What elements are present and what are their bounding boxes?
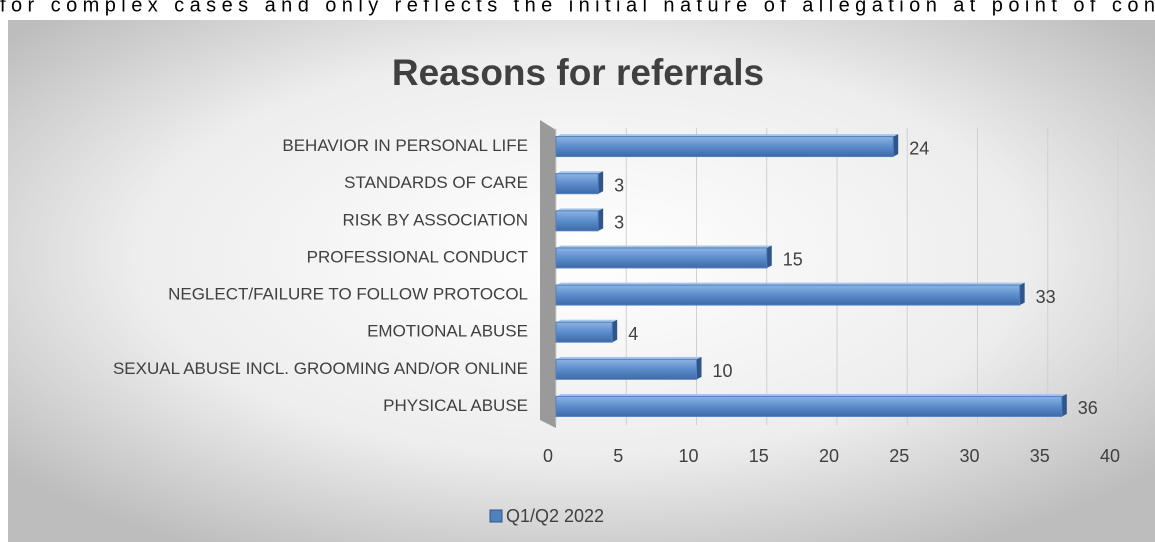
data-label: 10: [713, 361, 733, 381]
bar-top: [556, 393, 1067, 397]
bar-top: [556, 171, 604, 174]
bar-end: [598, 208, 604, 231]
document-text: for complex cases and only reflects the …: [0, 0, 1155, 16]
bar-end: [766, 245, 772, 268]
y-tick-label: EMOTIONAL ABUSE: [367, 322, 528, 341]
chart-title: Reasons for referrals: [392, 52, 764, 93]
bar-top: [556, 134, 899, 137]
legend-swatch: [489, 509, 503, 523]
y-tick-label: PROFESSIONAL CONDUCT: [307, 247, 528, 266]
bar: [555, 173, 599, 195]
y-tick-label: STANDARDS OF CARE: [344, 173, 528, 192]
axis-wall: [540, 120, 556, 428]
x-tick-label: 15: [749, 446, 769, 466]
y-tick-label: RISK BY ASSOCIATION: [343, 210, 528, 229]
x-tick-label: 25: [889, 446, 909, 466]
bar: [555, 358, 697, 380]
x-tick-label: 40: [1100, 446, 1120, 466]
bar-end: [1061, 393, 1067, 417]
y-tick-label: NEGLECT/FAILURE TO FOLLOW PROTOCOL: [168, 285, 528, 304]
bar: [555, 210, 599, 232]
bar-top: [556, 208, 604, 211]
bar-top: [556, 245, 772, 248]
bar: [555, 321, 613, 343]
bar-end: [612, 319, 618, 343]
data-label: 33: [1036, 287, 1056, 307]
x-tick-label: 30: [959, 446, 979, 466]
y-tick-label: SEXUAL ABUSE INCL. GROOMING AND/OR ONLIN…: [113, 359, 528, 378]
y-tick-label: BEHAVIOR IN PERSONAL LIFE: [282, 136, 528, 155]
bar-end: [1019, 282, 1025, 306]
data-label: 24: [909, 138, 929, 158]
data-label: 4: [628, 324, 638, 344]
x-tick-label: 10: [678, 446, 698, 466]
bar: [555, 284, 1021, 306]
data-label: 3: [614, 175, 624, 195]
bar-top: [556, 356, 702, 360]
data-label: 15: [783, 250, 803, 270]
x-tick-label: 20: [819, 446, 839, 466]
bar: [555, 136, 894, 158]
x-tick-label: 5: [613, 446, 623, 466]
bar-end: [696, 356, 702, 380]
bar-end: [598, 171, 604, 194]
bar-top: [556, 282, 1025, 286]
bar: [555, 395, 1063, 417]
data-label: 3: [614, 213, 624, 233]
chart-background: [8, 20, 1155, 542]
bar-end: [893, 134, 899, 157]
bar: [555, 247, 768, 269]
x-tick-label: 35: [1030, 446, 1050, 466]
legend-label: Q1/Q2 2022: [506, 506, 604, 526]
data-label: 36: [1078, 398, 1098, 418]
x-tick-label: 0: [543, 446, 553, 466]
y-tick-label: PHYSICAL ABUSE: [383, 396, 528, 415]
bar-top: [556, 319, 618, 323]
